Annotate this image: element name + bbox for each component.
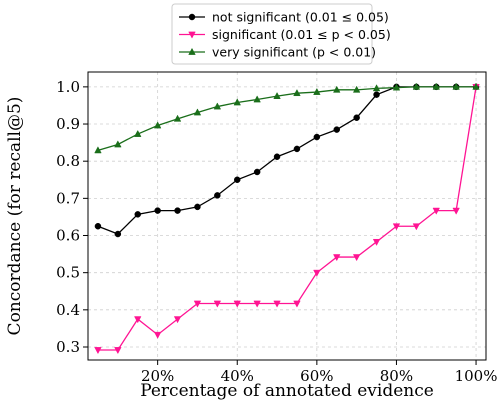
- y-tick-label: 1.0: [56, 78, 80, 96]
- legend-item: significant (0.01 ≤ p < 0.05): [179, 27, 391, 42]
- data-point: [273, 92, 281, 100]
- data-point: [333, 126, 340, 133]
- data-point: [114, 140, 122, 148]
- series-line: [97, 86, 477, 152]
- data-point: [94, 146, 102, 154]
- data-point: [372, 84, 381, 92]
- data-point: [153, 331, 162, 339]
- y-tick-label: 0.8: [56, 152, 80, 170]
- y-tick-label: 0.5: [56, 264, 80, 282]
- x-tick-label: 60%: [300, 367, 333, 385]
- data-point: [452, 82, 460, 90]
- y-tick-label: 0.9: [56, 115, 80, 133]
- y-tick-label: 0.6: [56, 227, 80, 245]
- data-point: [472, 82, 480, 90]
- y-tick-label: 0.3: [56, 338, 80, 356]
- data-point: [372, 238, 381, 246]
- y-tick-label: 0.7: [56, 189, 80, 207]
- data-point: [173, 114, 182, 122]
- grid-lines: [88, 72, 486, 360]
- legend-box: [171, 3, 373, 65]
- data-point: [234, 176, 241, 184]
- data-point: [392, 223, 401, 231]
- data-point: [273, 153, 281, 160]
- data-point: [233, 300, 241, 308]
- data-point: [352, 254, 361, 262]
- data-point: [94, 347, 102, 355]
- legend-item: very significant (p < 0.01): [179, 45, 376, 60]
- x-axis-ticks: 20% 40% 60% 80% 100%: [141, 360, 498, 385]
- data-point: [293, 89, 301, 97]
- data-point: [452, 207, 460, 215]
- data-point: [153, 121, 162, 129]
- data-point: [114, 347, 122, 355]
- data-point: [193, 108, 202, 116]
- data-point: [214, 192, 221, 199]
- series-2: [94, 82, 480, 154]
- y-axis-ticks: 0.3 0.4 0.5 0.6 0.7 0.8 0.9 1.0: [56, 78, 88, 356]
- x-tick-label: 80%: [380, 367, 413, 385]
- data-point: [353, 114, 360, 121]
- legend-item: not significant (0.01 ≤ 0.05): [179, 10, 389, 25]
- data-point: [313, 87, 321, 95]
- data-point: [333, 85, 341, 93]
- data-point: [154, 207, 161, 214]
- data-point: [114, 230, 122, 238]
- data-point: [193, 300, 202, 308]
- data-point: [134, 316, 142, 324]
- data-point: [134, 129, 142, 137]
- x-tick-label: 20%: [141, 367, 174, 385]
- data-point: [213, 300, 222, 308]
- legend: not significant (0.01 ≤ 0.05) significant…: [171, 3, 391, 65]
- plot-frame: [87, 71, 487, 361]
- data-point: [213, 102, 222, 110]
- data-point: [253, 300, 261, 308]
- data-point: [392, 83, 401, 91]
- data-point: [293, 300, 301, 308]
- data-point: [173, 316, 182, 324]
- data-point: [432, 207, 440, 215]
- data-point: [233, 98, 241, 106]
- legend-label: not significant (0.01 ≤ 0.05): [212, 10, 389, 25]
- data-point: [253, 95, 261, 103]
- y-axis-title: Concordance (for recall@5): [5, 97, 25, 336]
- data-point: [352, 85, 361, 93]
- series-line: [97, 86, 477, 235]
- data-point: [273, 300, 281, 308]
- data-point: [333, 254, 341, 262]
- y-tick-label: 0.4: [56, 301, 80, 319]
- data-point: [194, 203, 201, 211]
- data-point: [293, 145, 301, 153]
- legend-swatch-marker: [188, 13, 196, 21]
- legend-swatch-marker: [188, 31, 196, 39]
- legend-label: very significant (p < 0.01): [212, 45, 376, 60]
- data-point: [253, 168, 261, 176]
- data-point: [432, 82, 440, 90]
- series-0: [94, 83, 480, 238]
- data-point: [313, 269, 321, 277]
- data-point: [134, 211, 141, 218]
- legend-swatch-marker: [188, 47, 196, 55]
- series-1: [94, 84, 480, 355]
- data-point: [412, 82, 421, 90]
- x-tick-label: 40%: [221, 367, 254, 385]
- data-point: [373, 91, 380, 98]
- x-tick-label: 100%: [455, 367, 498, 385]
- data-point: [94, 222, 102, 230]
- data-point: [313, 133, 321, 141]
- series-layer: [94, 82, 480, 355]
- x-axis-title: Percentage of annotated evidence: [140, 381, 434, 401]
- data-point: [412, 223, 421, 231]
- legend-label: significant (0.01 ≤ p < 0.05): [212, 27, 391, 42]
- data-point: [174, 207, 181, 214]
